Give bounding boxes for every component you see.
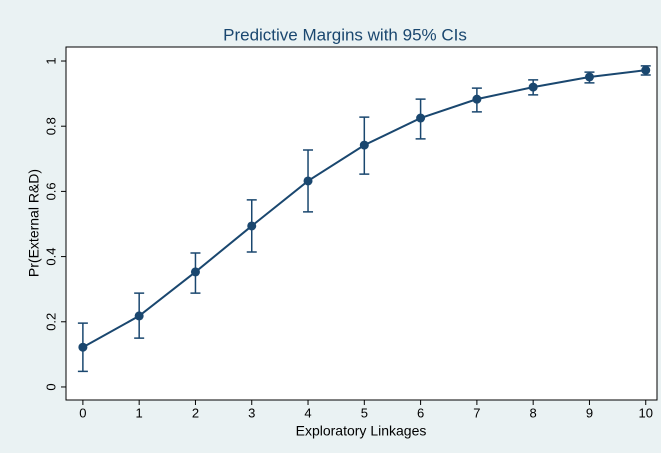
point	[528, 82, 538, 92]
point	[190, 267, 200, 277]
x-tick-label: 0	[79, 405, 86, 420]
x-tick-label: 5	[361, 405, 368, 420]
point	[359, 140, 369, 150]
chart-title: Predictive Margins with 95% CIs	[223, 25, 467, 44]
x-tick-label: 10	[639, 405, 653, 420]
point	[303, 176, 313, 186]
point	[472, 94, 482, 104]
y-tick-label: 0.8	[43, 117, 58, 135]
point	[416, 113, 426, 123]
x-tick-label: 9	[586, 405, 593, 420]
y-tick-label: 0	[43, 383, 58, 390]
x-tick-label: 8	[530, 405, 537, 420]
point	[584, 72, 594, 82]
x-tick-label: 1	[136, 405, 143, 420]
x-axis-title: Exploratory Linkages	[296, 423, 427, 439]
x-tick-label: 4	[304, 405, 311, 420]
plot-area	[65, 46, 658, 401]
x-tick-label: 3	[248, 405, 255, 420]
y-tick-label: 0.4	[43, 248, 58, 266]
point	[641, 65, 651, 75]
point	[134, 311, 144, 321]
point	[247, 221, 257, 231]
y-axis-title: Pr(External R&D)	[26, 169, 42, 277]
y-tick-label: 0.6	[43, 182, 58, 200]
point	[78, 342, 88, 352]
y-tick-label: 0.2	[43, 313, 58, 331]
y-tick-label: 1	[43, 57, 58, 64]
x-tick-label: 6	[417, 405, 424, 420]
x-tick-label: 7	[473, 405, 480, 420]
x-tick-label: 2	[192, 405, 199, 420]
